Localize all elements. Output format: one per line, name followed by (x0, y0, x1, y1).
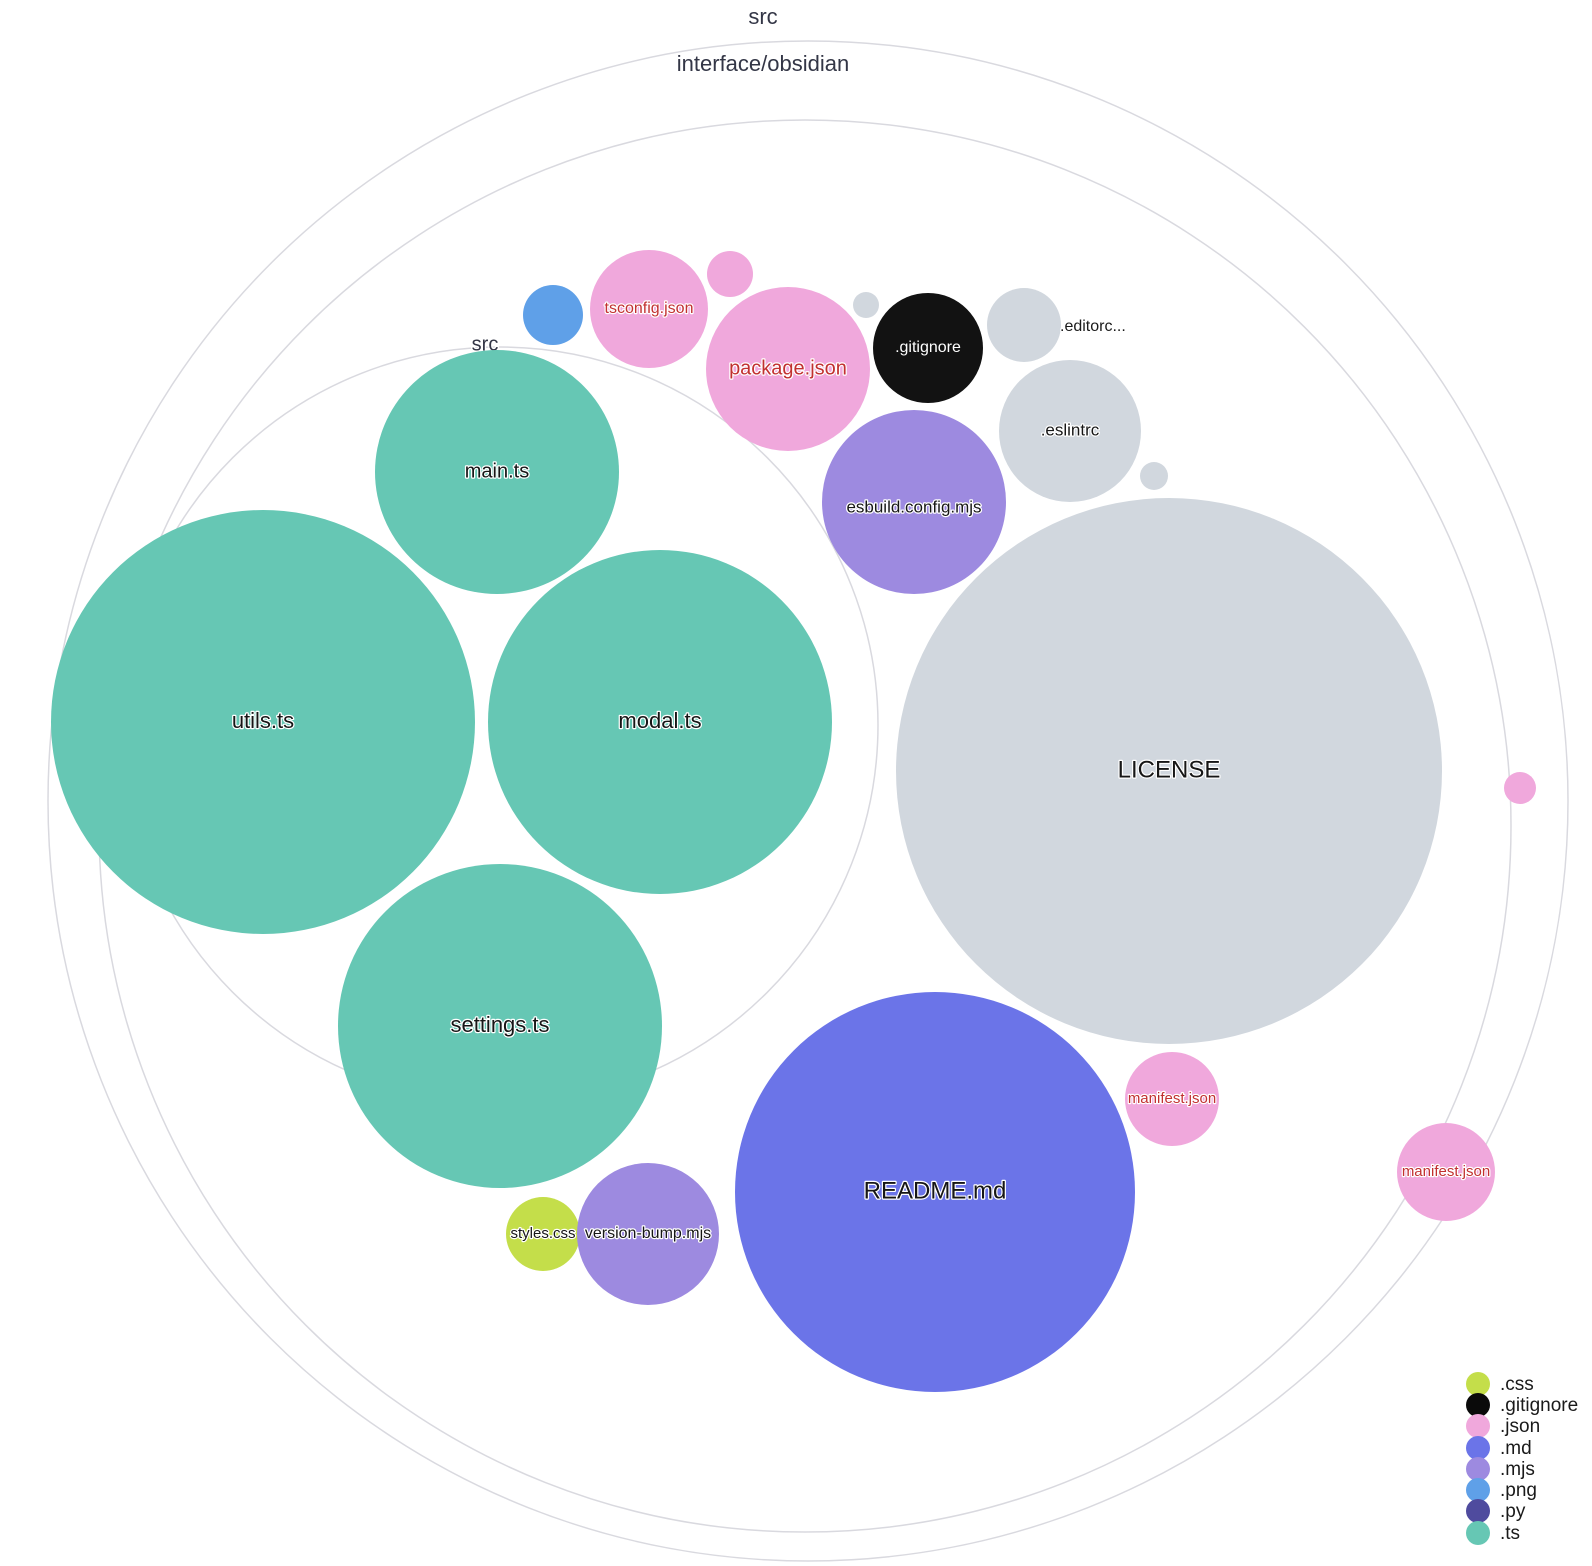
svg-text:.py: .py (1500, 1501, 1526, 1522)
svg-text:.mjs: .mjs (1500, 1459, 1535, 1480)
svg-text:.png: .png (1500, 1480, 1537, 1501)
svg-text:.gitignore: .gitignore (1500, 1395, 1578, 1416)
svg-text:manifest.json: manifest.json (1402, 1163, 1490, 1180)
svg-text:.json: .json (1500, 1416, 1540, 1437)
svg-text:styles.css: styles.css (510, 1225, 575, 1242)
svg-text:.editorc...: .editorc... (1060, 318, 1126, 335)
svg-text:.gitignore: .gitignore (895, 339, 961, 356)
svg-text:.eslintrc: .eslintrc (1041, 420, 1100, 439)
svg-text:version-bump.mjs: version-bump.mjs (585, 1225, 711, 1242)
svg-text:src: src (748, 4, 777, 29)
svg-text:LICENSE: LICENSE (1118, 756, 1221, 783)
svg-text:manifest.json: manifest.json (1128, 1090, 1216, 1107)
svg-text:.css: .css (1500, 1374, 1534, 1395)
svg-text:.md: .md (1500, 1438, 1532, 1459)
svg-text:modal.ts: modal.ts (618, 708, 701, 733)
svg-text:utils.ts: utils.ts (232, 708, 294, 733)
svg-text:README.md: README.md (864, 1177, 1007, 1204)
svg-text:package.json: package.json (729, 357, 847, 379)
svg-text:.ts: .ts (1500, 1523, 1520, 1544)
svg-text:esbuild.config.mjs: esbuild.config.mjs (846, 497, 981, 516)
svg-text:interface/obsidian: interface/obsidian (677, 51, 849, 76)
svg-text:tsconfig.json: tsconfig.json (605, 300, 694, 317)
svg-text:main.ts: main.ts (465, 460, 529, 482)
svg-text:settings.ts: settings.ts (450, 1012, 549, 1037)
